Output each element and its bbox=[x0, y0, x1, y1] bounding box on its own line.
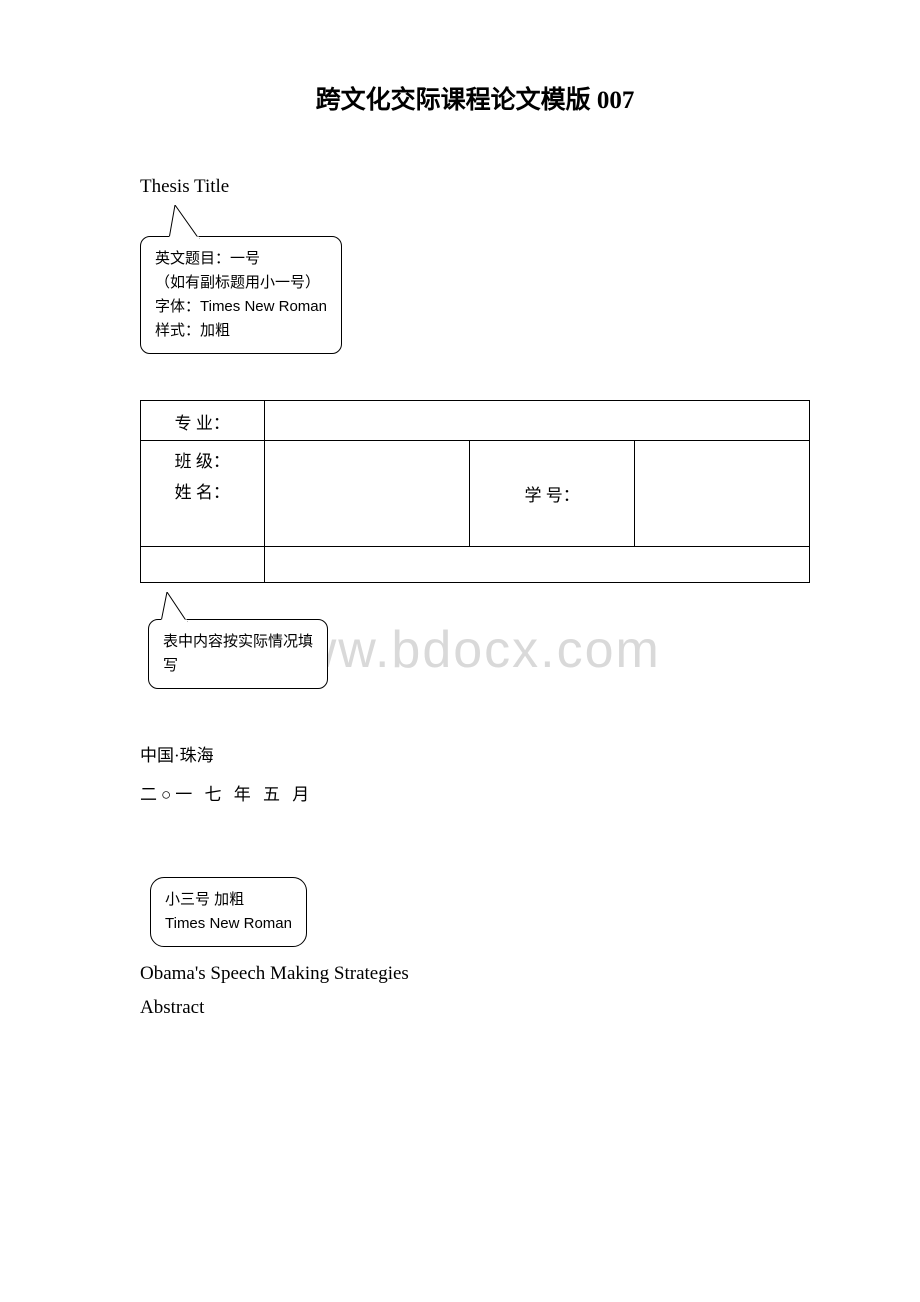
location-text: 中国·珠海 bbox=[140, 741, 810, 766]
date-text: 二○一 七 年 五 月 bbox=[140, 780, 810, 805]
page-title: 跨文化交际课程论文模版 007 bbox=[140, 80, 810, 116]
class-name-label-cell: 班 级： 姓 名： bbox=[141, 441, 265, 547]
callout-line: 小三号 加粗 bbox=[165, 888, 292, 912]
student-info-table: 专 业： 班 级： 姓 名： 学 号： bbox=[140, 400, 810, 583]
thesis-title-label: Thesis Title bbox=[140, 176, 810, 198]
major-value-cell bbox=[264, 401, 810, 441]
abstract-label: Abstract bbox=[140, 997, 810, 1019]
name-label: 姓 名： bbox=[149, 478, 256, 509]
speech-title: Obama's Speech Making Strategies bbox=[140, 963, 810, 985]
student-id-value-cell bbox=[635, 441, 810, 547]
callout-title-instructions: 英文题目：一号 （如有副标题用小一号） 字体：Times New Roman 样… bbox=[140, 236, 342, 354]
major-label-cell: 专 业： bbox=[141, 401, 265, 441]
callout-pointer-icon bbox=[169, 205, 203, 239]
callout-pointer-icon bbox=[161, 592, 195, 626]
table-row: 专 业： bbox=[141, 401, 810, 441]
empty-value-cell bbox=[264, 547, 810, 583]
class-label: 班 级： bbox=[149, 447, 256, 478]
callout-line: 表中内容按实际情况填写 bbox=[163, 630, 313, 678]
callout-font-instructions: 小三号 加粗 Times New Roman bbox=[150, 877, 307, 947]
student-id-label-cell: 学 号： bbox=[470, 441, 635, 547]
callout-line: 英文题目：一号 bbox=[155, 247, 327, 271]
table-row: 班 级： 姓 名： 学 号： bbox=[141, 441, 810, 547]
table-row bbox=[141, 547, 810, 583]
empty-label-cell bbox=[141, 547, 265, 583]
callout-line: （如有副标题用小一号） bbox=[155, 271, 327, 295]
callout-line: 样式：加粗 bbox=[155, 319, 327, 343]
callout-table-instructions: 表中内容按实际情况填写 bbox=[148, 619, 328, 689]
callout-line: Times New Roman bbox=[165, 912, 292, 936]
class-name-value-cell bbox=[264, 441, 470, 547]
callout-line: 字体：Times New Roman bbox=[155, 295, 327, 319]
